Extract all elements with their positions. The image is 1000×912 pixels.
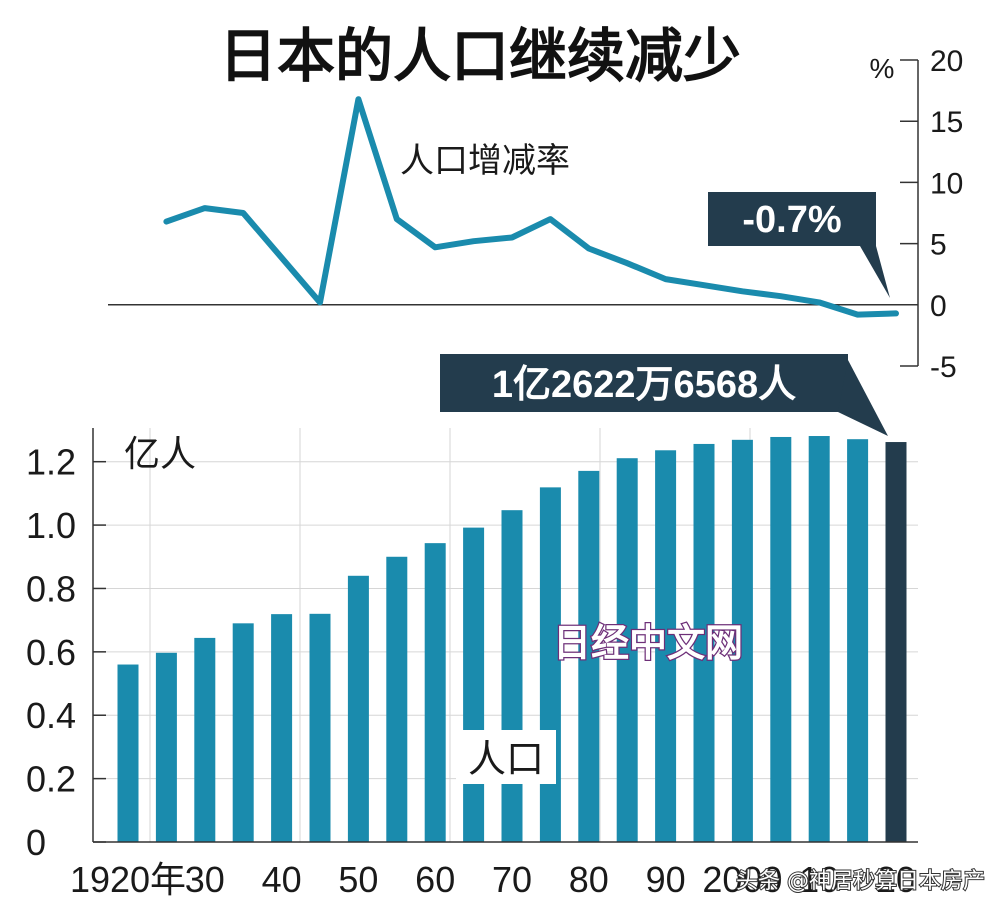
- population-bar: [847, 439, 869, 842]
- population-bar: [424, 543, 446, 842]
- rate-point: [701, 282, 707, 288]
- population-bar: [731, 439, 753, 842]
- population-callout-text: 1亿2622万6568人: [492, 364, 796, 406]
- rate-y-tick-label: 10: [930, 167, 963, 200]
- population-bar: [693, 443, 715, 842]
- population-unit-label: 亿人: [124, 434, 196, 475]
- rate-point: [202, 205, 208, 211]
- population-bar: [808, 436, 830, 842]
- population-bar: [309, 613, 331, 842]
- population-callout: 1亿2622万6568人: [440, 354, 888, 436]
- credit-text: 头条 @神居秒算日本房产: [736, 869, 985, 894]
- population-y-tick-label: 0: [26, 822, 46, 863]
- rate-y-tick-label: 0: [930, 290, 947, 323]
- watermark-text: 日经中文网: [553, 621, 743, 665]
- population-x-tick-label: 10: [799, 859, 839, 900]
- rate-callout-pointer: [860, 246, 890, 298]
- population-bar: [117, 664, 139, 842]
- rate-point: [432, 244, 438, 250]
- population-bar: [271, 614, 293, 842]
- population-bar: [232, 623, 254, 842]
- rate-callout-box: [708, 192, 876, 246]
- rate-point: [547, 216, 553, 222]
- population-label-backdrop: [456, 730, 556, 784]
- population-bar: [386, 556, 408, 842]
- rate-series-label: 人口增减率: [400, 141, 570, 181]
- population-callout-pointer: [838, 360, 888, 436]
- population-series-label: 人口: [468, 737, 544, 781]
- population-y-tick-label: 1.0: [26, 505, 76, 546]
- population-callout-box: [440, 354, 848, 412]
- population-x-tick-label: 40: [262, 859, 302, 900]
- population-bar: [885, 442, 907, 842]
- rate-y-tick-label: -5: [930, 351, 957, 384]
- population-y-tick-label: 0.6: [26, 632, 76, 673]
- rate-callout-text: -0.7%: [742, 199, 841, 241]
- population-y-tick-label: 0.4: [26, 695, 76, 736]
- rate-point: [816, 299, 822, 305]
- rate-point: [624, 260, 630, 266]
- rate-y-tick-label: 5: [930, 229, 947, 262]
- rate-point: [855, 312, 861, 318]
- rate-point: [394, 216, 400, 222]
- population-y-tick-label: 0.8: [26, 568, 76, 609]
- rate-point: [663, 276, 669, 282]
- population-y-tick-label: 1.2: [26, 442, 76, 483]
- population-x-tick-label: 20: [876, 859, 916, 900]
- population-bar: [463, 527, 485, 842]
- population-bar: [501, 510, 523, 842]
- population-bar: [616, 458, 638, 842]
- rate-point: [586, 245, 592, 251]
- population-x-tick-label: 2000: [702, 859, 782, 900]
- population-bar: [194, 637, 216, 842]
- rate-point: [893, 310, 899, 316]
- rate-point: [240, 210, 246, 216]
- population-x-tick-label: 90: [646, 859, 686, 900]
- rate-point: [355, 96, 361, 102]
- population-x-tick-label: 60: [415, 859, 455, 900]
- population-bar: [578, 470, 600, 842]
- population-y-tick-label: 0.2: [26, 759, 76, 800]
- rate-callout: -0.7%: [708, 192, 890, 298]
- population-x-tick-label: 80: [569, 859, 609, 900]
- population-x-tick-label: 30: [185, 859, 225, 900]
- population-bar: [347, 575, 369, 842]
- rate-point: [509, 234, 515, 240]
- rate-point: [778, 293, 784, 299]
- population-x-tick-label: 50: [338, 859, 378, 900]
- rate-point: [317, 299, 323, 305]
- chart-title: 日本的人口继续减少: [219, 22, 741, 90]
- rate-unit-label: %: [870, 53, 895, 84]
- rate-y-tick-label: 15: [930, 106, 963, 139]
- growth-rate-chart: % 人口增减率 20 15 10 5 0 -5 -0.7%: [108, 45, 963, 384]
- population-bar: [155, 652, 177, 842]
- population-x-tick-label: 70: [492, 859, 532, 900]
- population-bar: [770, 436, 792, 842]
- rate-point: [739, 288, 745, 294]
- population-bar: [655, 450, 677, 842]
- population-x-tick-label: 1920年: [70, 859, 186, 900]
- rate-point: [471, 238, 477, 244]
- rate-y-tick-label: 20: [930, 45, 963, 78]
- rate-point: [163, 219, 169, 225]
